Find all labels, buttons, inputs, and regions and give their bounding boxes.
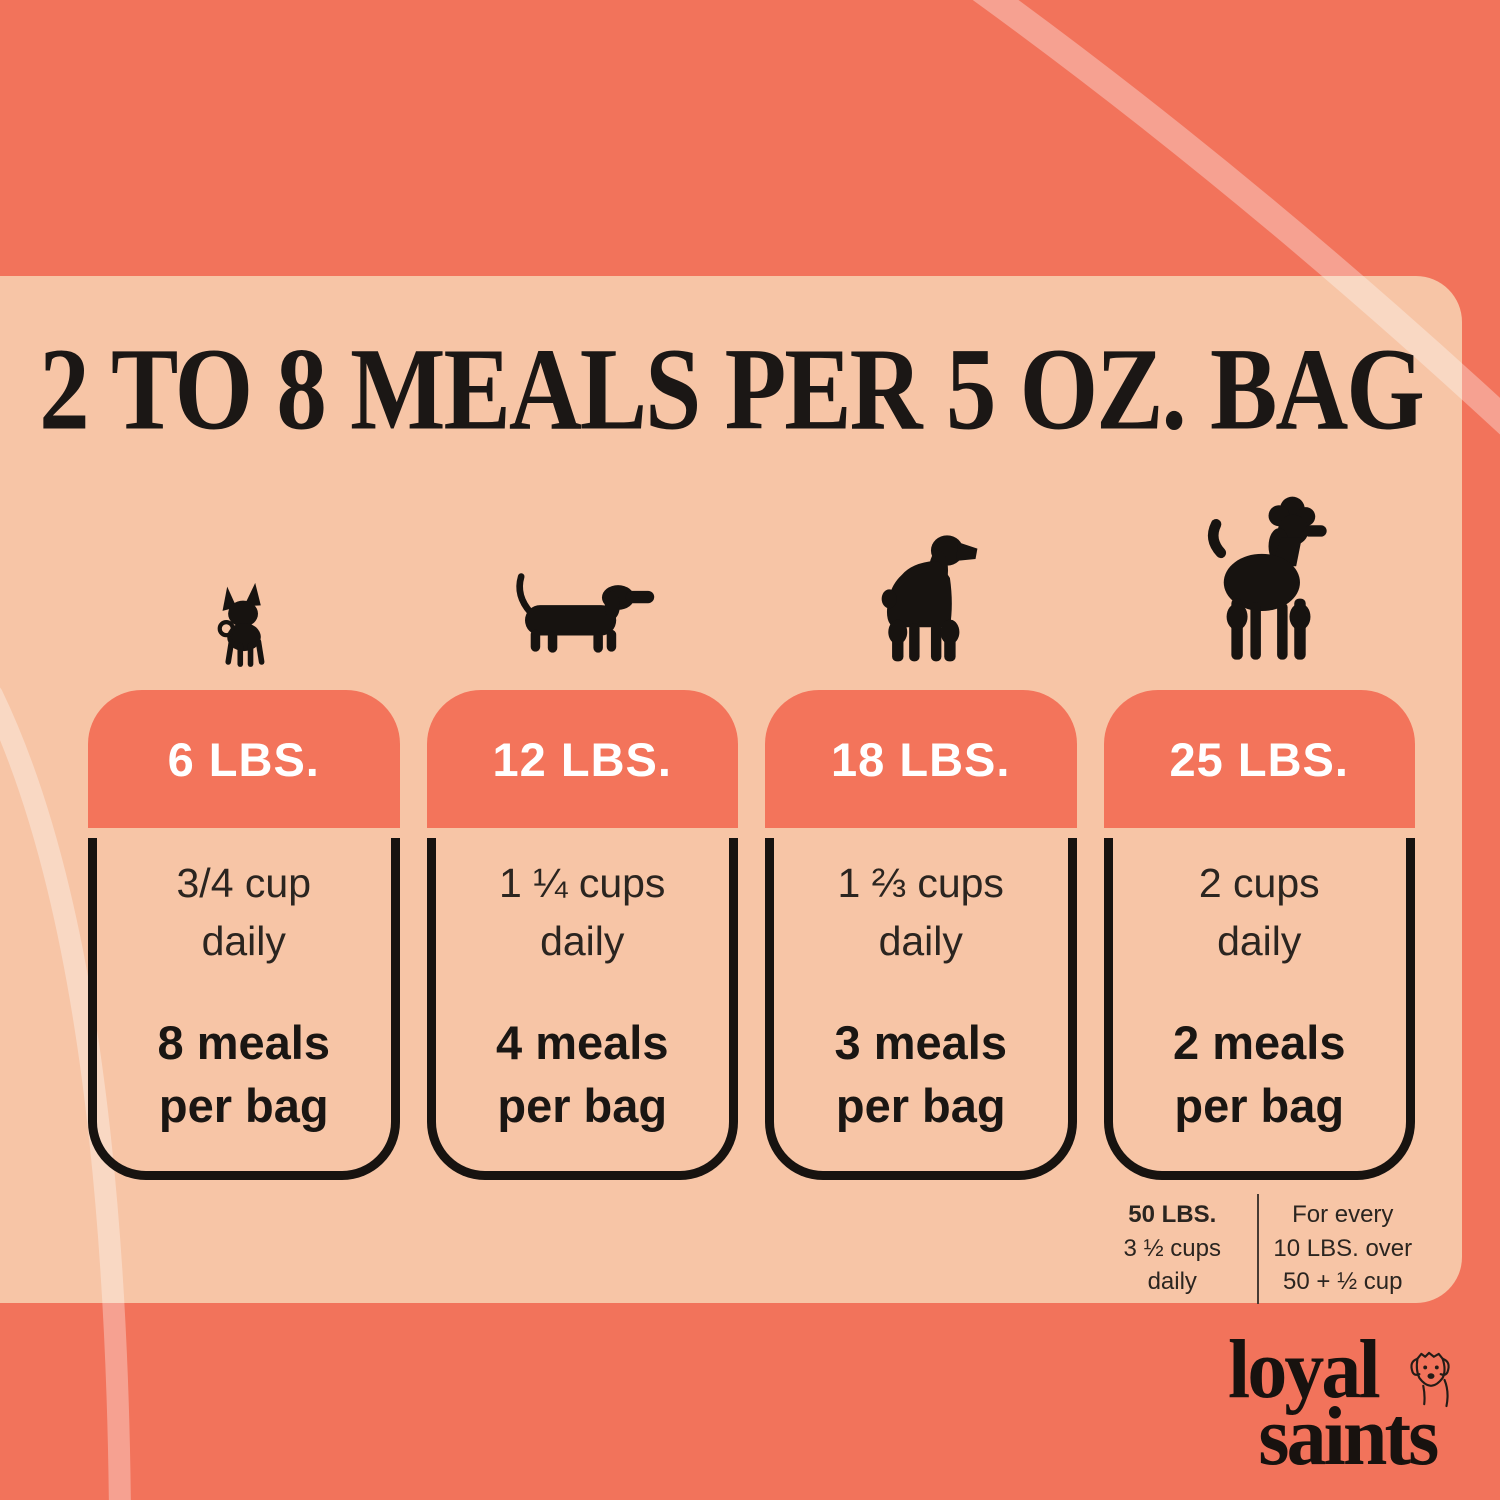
- poodle-silhouette-icon: [1208, 496, 1327, 660]
- card-header: 25 LBS.: [1103, 690, 1415, 828]
- logo-word-loyal: loyal: [1228, 1323, 1381, 1416]
- weight-card-12lbs: 12 LBS. 1 ¼ cups daily 4 meals per bag: [426, 690, 738, 1180]
- dog-cell-poodle: [1104, 493, 1416, 668]
- card-header: 12 LBS.: [426, 690, 738, 828]
- daily-label: daily: [878, 918, 963, 965]
- footnote-extra-line3: 50 + ½ cup: [1283, 1268, 1403, 1296]
- footnote-50lbs: 50 LBS. 3 ½ cups daily For every 10 LBS.…: [1098, 1194, 1417, 1304]
- brand-logo: loyal saints: [1228, 1323, 1439, 1484]
- card-body: 3/4 cup daily 8 meals per bag: [88, 838, 400, 1180]
- page-title: 2 TO 8 MEALS PER 5 OZ. BAG: [39, 324, 1425, 455]
- footnote-amount: 3 ½ cups: [1123, 1234, 1221, 1262]
- card-body: 1 ⅔ cups daily 3 meals per bag: [765, 838, 1077, 1180]
- dog-cell-chihuahua: [88, 580, 400, 668]
- meals-label: per bag: [158, 1079, 329, 1133]
- meals-amount: 3 meals: [834, 1016, 1007, 1070]
- footnote-left-column: 50 LBS. 3 ½ cups daily: [1098, 1194, 1247, 1304]
- card-body: 1 ¼ cups daily 4 meals per bag: [426, 838, 738, 1180]
- spaniel-silhouette-icon: [881, 535, 978, 662]
- weight-label: 25 LBS.: [1169, 732, 1349, 786]
- logo-word-saints: saints: [1258, 1390, 1439, 1484]
- meals-amount: 8 meals: [157, 1016, 330, 1070]
- weight-cards-row: 6 LBS. 3/4 cup daily 8 meals per bag 12 …: [88, 690, 1415, 1180]
- weight-card-18lbs: 18 LBS. 1 ⅔ cups daily 3 meals per bag: [765, 690, 1077, 1180]
- dachshund-silhouette-icon: [516, 573, 655, 653]
- feeding-guide: 2 TO 8 MEALS PER 5 OZ. BAG: [0, 276, 1462, 1304]
- daily-label: daily: [201, 918, 286, 965]
- card-header: 18 LBS.: [765, 690, 1077, 828]
- weight-label: 18 LBS.: [831, 732, 1011, 786]
- meals-amount: 2 meals: [1173, 1016, 1346, 1070]
- weight-card-6lbs: 6 LBS. 3/4 cup daily 8 meals per bag: [88, 690, 400, 1180]
- daily-label: daily: [540, 918, 625, 965]
- dog-cell-spaniel: [765, 524, 1077, 668]
- daily-amount: 1 ¼ cups: [499, 860, 666, 906]
- footnote-extra-line2: 10 LBS. over: [1273, 1234, 1413, 1262]
- daily-amount: 1 ⅔ cups: [837, 860, 1004, 906]
- daily-amount: 3/4 cup: [176, 860, 312, 906]
- card-body: 2 cups daily 2 meals per bag: [1103, 838, 1415, 1180]
- weight-card-25lbs: 25 LBS. 2 cups daily 2 meals per bag: [1103, 690, 1415, 1180]
- footnote-right-column: For every 10 LBS. over 50 + ½ cup: [1269, 1194, 1418, 1304]
- daily-label: daily: [1217, 918, 1302, 965]
- dog-cell-dachshund: [427, 565, 739, 668]
- footnote-extra-line1: For every: [1292, 1201, 1394, 1228]
- daily-amount: 2 cups: [1198, 860, 1320, 906]
- dog-silhouettes-row: [88, 480, 1415, 668]
- weight-label: 12 LBS.: [492, 732, 672, 786]
- meals-label: per bag: [497, 1079, 668, 1133]
- weight-label: 6 LBS.: [167, 732, 320, 786]
- card-header: 6 LBS.: [88, 690, 400, 828]
- footnote-divider: [1256, 1194, 1259, 1304]
- meals-amount: 4 meals: [496, 1016, 669, 1070]
- chihuahua-silhouette-icon: [217, 582, 265, 667]
- dog-head-sketch-icon: [1410, 1351, 1450, 1408]
- footnote-daily: daily: [1147, 1268, 1197, 1296]
- meals-label: per bag: [1174, 1079, 1345, 1133]
- footnote-weight: 50 LBS.: [1128, 1201, 1217, 1228]
- meals-label: per bag: [835, 1079, 1006, 1133]
